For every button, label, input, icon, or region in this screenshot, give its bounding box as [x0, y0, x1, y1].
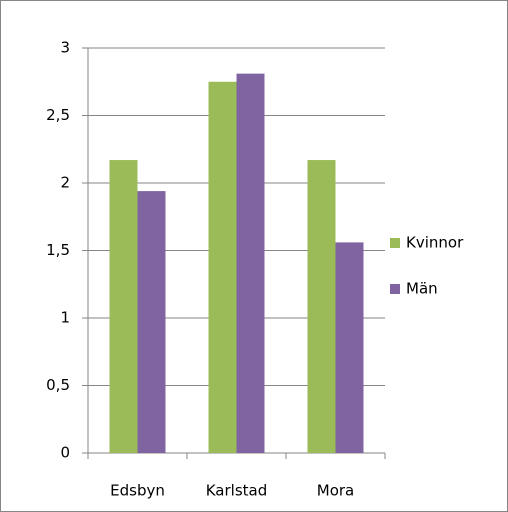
y-tick-label: 1,5 — [46, 241, 70, 259]
y-tick-label: 1 — [60, 309, 70, 327]
legend-label: Män — [406, 280, 438, 298]
y-tick-label: 2 — [60, 174, 70, 192]
x-tick-label: Mora — [317, 482, 354, 500]
bar — [109, 160, 138, 454]
x-tick-label: Edsbyn — [110, 482, 165, 500]
legend-swatch — [390, 284, 400, 294]
y-tick-label: 0 — [60, 444, 70, 462]
legend-label: Kvinnor — [406, 234, 464, 252]
bar — [137, 191, 166, 453]
bar — [236, 73, 265, 454]
x-tick-label: Karlstad — [206, 482, 268, 500]
bar — [208, 81, 237, 453]
bar — [335, 242, 364, 453]
y-tick-label: 0,5 — [46, 376, 70, 394]
y-tick-label: 3 — [60, 39, 70, 57]
legend-swatch — [390, 238, 400, 248]
bar — [307, 160, 336, 454]
y-tick-label: 2,5 — [46, 106, 70, 124]
